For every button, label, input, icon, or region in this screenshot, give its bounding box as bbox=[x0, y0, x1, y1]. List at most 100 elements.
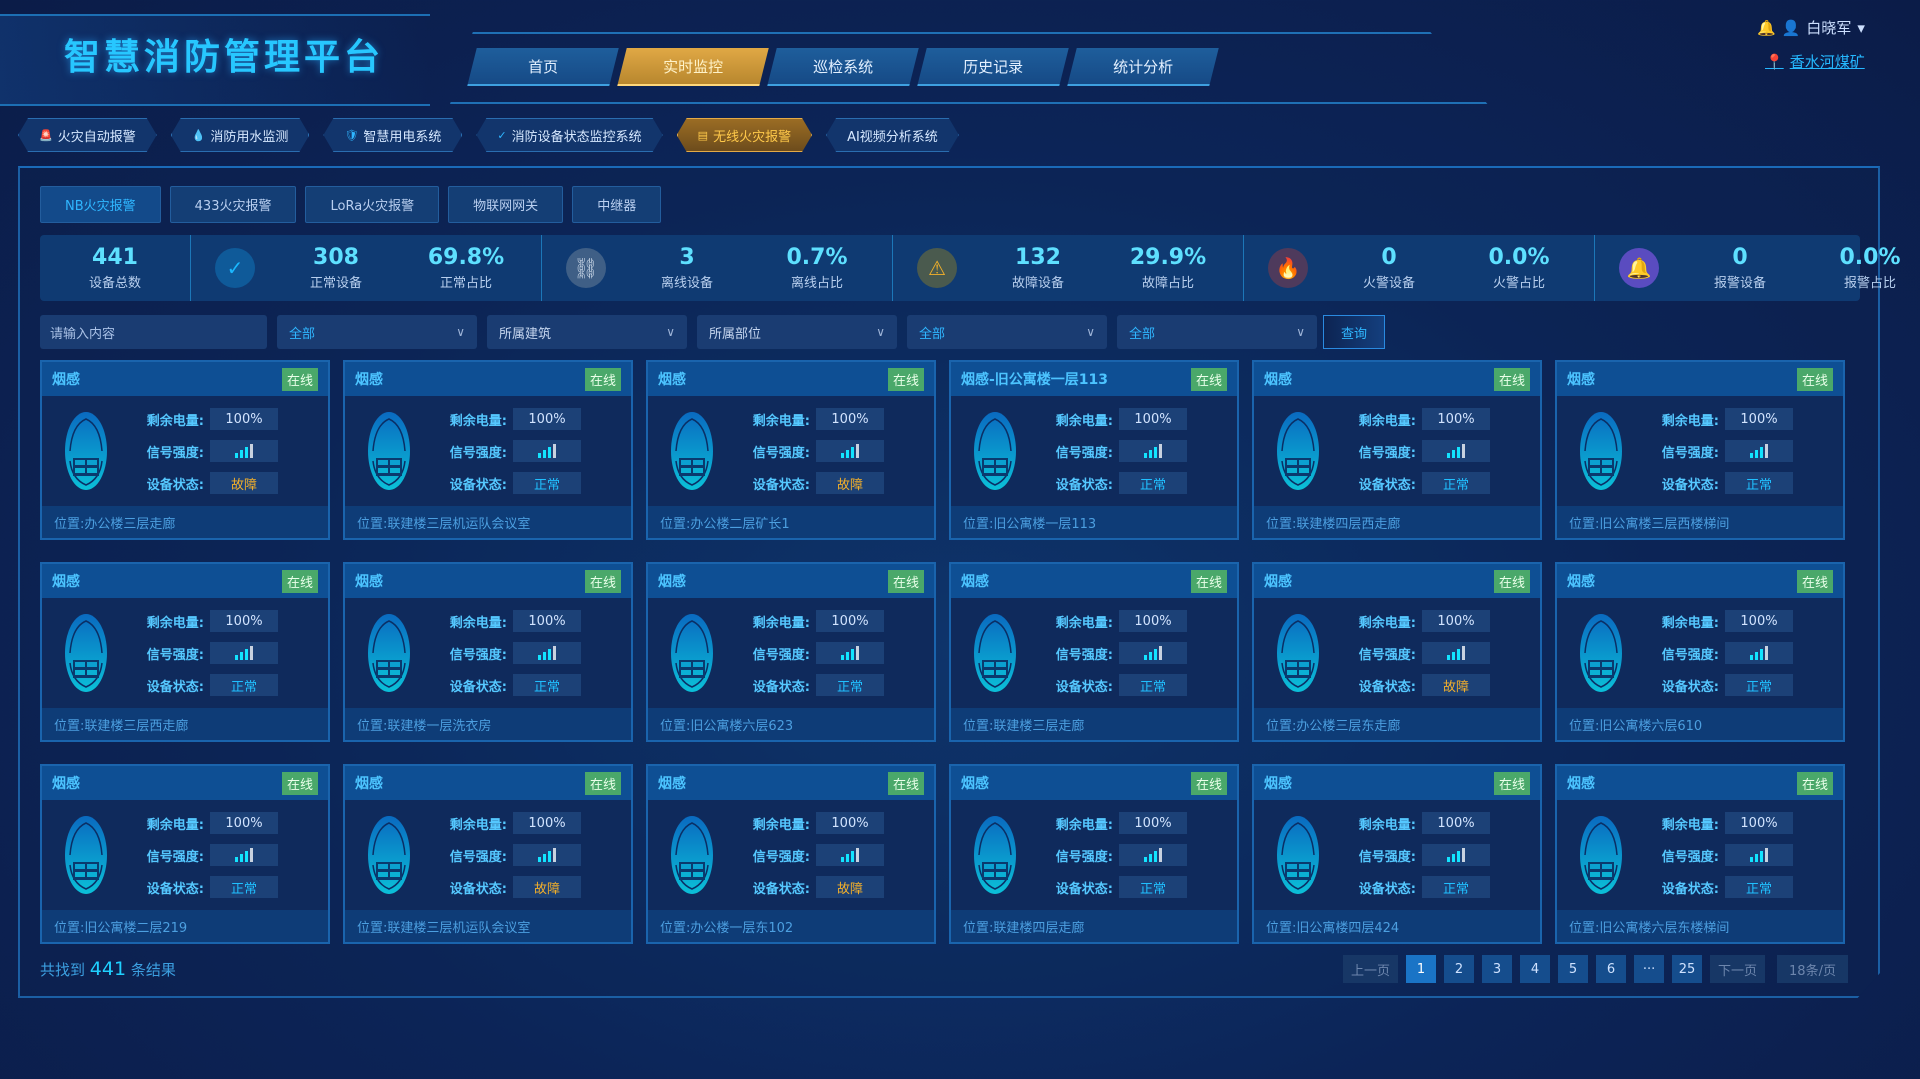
card-header: 烟感 在线 bbox=[648, 766, 934, 800]
device-fields: 剩余电量: 100% 信号强度: 设备状态: 故障 bbox=[136, 408, 278, 494]
battery-label: 剩余电量: bbox=[752, 413, 810, 429]
device-card[interactable]: 烟感 在线 剩余电量: 100% 信号强度: 设备状态: 正常 位置: 旧公寓楼二层219 bbox=[40, 764, 330, 944]
stat-label: 火警占比 bbox=[1492, 276, 1545, 291]
status-label: 设备状态: bbox=[449, 881, 507, 897]
device-card[interactable]: 烟感 在线 剩余电量: 100% 信号强度: 设备状态: 正常 位置: 旧公寓楼三层西楼梯间 bbox=[1555, 360, 1845, 540]
card-header: 烟感 在线 bbox=[648, 564, 934, 598]
device-card[interactable]: 烟感 在线 剩余电量: 100% 信号强度: 设备状态: 正常 位置: 联建楼三层机运队会议室 bbox=[343, 360, 633, 540]
stat-label: 报警占比 bbox=[1843, 276, 1896, 291]
type-tab[interactable]: 物联网网关 bbox=[448, 186, 564, 223]
filter-select[interactable]: 所属建筑 ∨ bbox=[487, 315, 687, 349]
bell-icon[interactable]: 🔔 bbox=[1757, 18, 1776, 37]
search-input[interactable]: 请输入内容 bbox=[40, 315, 267, 349]
prev-page-button[interactable]: 上一页 bbox=[1343, 955, 1399, 983]
status-row: 设备状态: 正常 bbox=[1348, 472, 1490, 494]
card-header: 烟感 在线 bbox=[345, 362, 631, 396]
smoke-detector-icon bbox=[670, 815, 714, 895]
user-name: 白晓军 bbox=[1806, 19, 1852, 37]
subnav-label: 消防用水监测 bbox=[210, 129, 289, 145]
page-button[interactable]: 2 bbox=[1444, 955, 1475, 983]
page-button[interactable]: 4 bbox=[1520, 955, 1551, 983]
next-page-button[interactable]: 下一页 bbox=[1710, 955, 1766, 983]
filter-select[interactable]: 所属部位 ∨ bbox=[697, 315, 897, 349]
location-value: 办公楼三层走廊 bbox=[84, 516, 176, 532]
nav-tab[interactable]: 实时监控 bbox=[617, 48, 769, 86]
signal-bar bbox=[1750, 655, 1753, 660]
device-card[interactable]: 烟感 在线 剩余电量: 100% 信号强度: 设备状态: 正常 位置: 旧公寓楼六层623 bbox=[646, 562, 936, 742]
battery-value: 100% bbox=[1119, 408, 1187, 430]
device-card[interactable]: 烟感-旧公寓楼一层113 在线 剩余电量: 100% 信号强度: 设备状态: 正常 位置: 旧… bbox=[949, 360, 1239, 540]
signal-bars-icon bbox=[1447, 848, 1465, 862]
subnav-tab[interactable]: ✓ 消防设备状态监控系统 bbox=[476, 118, 662, 152]
page-button[interactable]: 1 bbox=[1406, 955, 1437, 983]
battery-row: 剩余电量: 100% bbox=[1348, 610, 1490, 632]
subnav-tab[interactable]: 💧 消防用水监测 bbox=[171, 118, 310, 152]
device-card[interactable]: 烟感 在线 剩余电量: 100% 信号强度: 设备状态: 正常 位置: 联建楼三层走廊 bbox=[949, 562, 1239, 742]
signal-bar bbox=[548, 447, 551, 458]
signal-label: 信号强度: bbox=[146, 849, 204, 865]
status-value: 正常 bbox=[1119, 674, 1187, 696]
battery-row: 剩余电量: 100% bbox=[136, 408, 278, 430]
device-card[interactable]: 烟感 在线 剩余电量: 100% 信号强度: 设备状态: 故障 位置: 办公楼一层东102 bbox=[646, 764, 936, 944]
page-button[interactable]: 25 bbox=[1672, 955, 1703, 983]
device-card[interactable]: 烟感 在线 剩余电量: 100% 信号强度: 设备状态: 故障 位置: 办公楼三层东走廊 bbox=[1252, 562, 1542, 742]
status-label: 设备状态: bbox=[449, 679, 507, 695]
signal-bar bbox=[1144, 655, 1147, 660]
nav-tab[interactable]: 历史记录 bbox=[917, 48, 1069, 86]
signal-bar bbox=[1750, 453, 1753, 458]
status-label: 设备状态: bbox=[1055, 477, 1113, 493]
device-card[interactable]: 烟感 在线 剩余电量: 100% 信号强度: 设备状态: 正常 位置: 旧公寓楼六层东楼梯间 bbox=[1555, 764, 1845, 944]
location-prefix: 位置: bbox=[54, 516, 85, 532]
status-label: 设备状态: bbox=[1358, 881, 1416, 897]
nav-tab[interactable]: 首页 bbox=[467, 48, 619, 86]
device-card[interactable]: 烟感 在线 剩余电量: 100% 信号强度: 设备状态: 正常 位置: 联建楼一层洗衣房 bbox=[343, 562, 633, 742]
page-size-select[interactable]: 18条/页 bbox=[1777, 955, 1848, 983]
signal-bar bbox=[851, 851, 854, 862]
card-header: 烟感 在线 bbox=[42, 564, 328, 598]
filter-select[interactable]: 全部 ∨ bbox=[1117, 315, 1317, 349]
device-card[interactable]: 烟感 在线 剩余电量: 100% 信号强度: 设备状态: 故障 位置: 办公楼三层走廊 bbox=[40, 360, 330, 540]
page-button[interactable]: 5 bbox=[1558, 955, 1589, 983]
device-card[interactable]: 烟感 在线 剩余电量: 100% 信号强度: 设备状态: 正常 位置: 联建楼四层西走廊 bbox=[1252, 360, 1542, 540]
subnav-tab[interactable]: 🛡 智慧用电系统 bbox=[323, 118, 462, 152]
device-card[interactable]: 烟感 在线 剩余电量: 100% 信号强度: 设备状态: 正常 位置: 旧公寓楼六层610 bbox=[1555, 562, 1845, 742]
site-link[interactable]: 📍 香水河煤矿 bbox=[1765, 51, 1865, 72]
result-suffix: 条结果 bbox=[130, 961, 176, 979]
smoke-detector-icon bbox=[1276, 815, 1320, 895]
stat-item: 132 故障设备 bbox=[973, 245, 1103, 291]
filter-select[interactable]: 全部 ∨ bbox=[277, 315, 477, 349]
stat-label: 故障占比 bbox=[1141, 276, 1194, 291]
stat-group: ⚠ 132 故障设备 29.9% 故障占比 bbox=[893, 235, 1244, 301]
device-card[interactable]: 烟感 在线 剩余电量: 100% 信号强度: 设备状态: 正常 位置: 联建楼四层走廊 bbox=[949, 764, 1239, 944]
signal-bar bbox=[553, 646, 556, 660]
signal-row: 信号强度: bbox=[1045, 844, 1187, 866]
signal-bar bbox=[1457, 649, 1460, 660]
signal-bar bbox=[1149, 652, 1152, 660]
smoke-detector-icon bbox=[64, 411, 108, 491]
query-button[interactable]: 查询 bbox=[1323, 315, 1385, 349]
filter-select[interactable]: 全部 ∨ bbox=[907, 315, 1107, 349]
subnav-tab[interactable]: ▤ 无线火灾报警 bbox=[677, 118, 812, 152]
signal-label: 信号强度: bbox=[1055, 647, 1113, 663]
type-tab[interactable]: 中继器 bbox=[572, 186, 662, 223]
type-tab[interactable]: 433火灾报警 bbox=[169, 186, 297, 223]
device-card[interactable]: 烟感 在线 剩余电量: 100% 信号强度: 设备状态: 故障 位置: 联建楼三层机运队会议室 bbox=[343, 764, 633, 944]
battery-label: 剩余电量: bbox=[449, 615, 507, 631]
page-button[interactable]: 6 bbox=[1596, 955, 1627, 983]
page-button[interactable]: 3 bbox=[1482, 955, 1513, 983]
signal-bars-icon bbox=[841, 646, 859, 660]
nav-tab[interactable]: 巡检系统 bbox=[767, 48, 919, 86]
device-card[interactable]: 烟感 在线 剩余电量: 100% 信号强度: 设备状态: 正常 位置: 联建楼三层西走廊 bbox=[40, 562, 330, 742]
subnav-tab[interactable]: AI视频分析系统 bbox=[826, 118, 959, 152]
device-card[interactable]: 烟感 在线 剩余电量: 100% 信号强度: 设备状态: 故障 位置: 办公楼二层矿长1 bbox=[646, 360, 936, 540]
user-menu[interactable]: 🔔 👤 白晓军 ▾ bbox=[1757, 17, 1865, 38]
type-tab[interactable]: NB火灾报警 bbox=[40, 186, 161, 223]
online-badge: 在线 bbox=[1493, 367, 1530, 391]
status-row: 设备状态: 故障 bbox=[742, 876, 884, 898]
status-label: 设备状态: bbox=[1055, 881, 1113, 897]
subnav-tab[interactable]: 🚨 火灾自动报警 bbox=[18, 118, 157, 152]
type-tab[interactable]: LoRa火灾报警 bbox=[305, 186, 440, 223]
nav-tab[interactable]: 统计分析 bbox=[1067, 48, 1219, 86]
page-button[interactable]: ··· bbox=[1634, 955, 1665, 983]
device-card[interactable]: 烟感 在线 剩余电量: 100% 信号强度: 设备状态: 正常 位置: 旧公寓楼四层424 bbox=[1252, 764, 1542, 944]
